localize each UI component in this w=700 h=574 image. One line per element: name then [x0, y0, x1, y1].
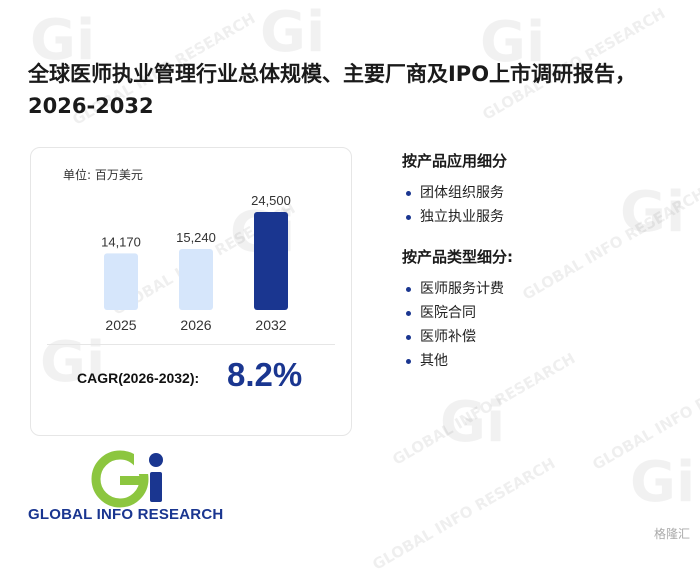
watermark-logo: Gi	[440, 390, 506, 455]
segment-heading: 按产品应用细分	[402, 152, 508, 170]
segment-item-label: 医师补偿	[420, 329, 476, 345]
bullet-icon	[406, 359, 411, 364]
segment-item: 医院合同	[402, 301, 513, 325]
corner-badge: 格隆汇	[653, 527, 690, 541]
page-title: 全球医师执业管理行业总体规模、主要厂商及IPO上市调研报告，2026-2032	[28, 62, 637, 118]
bullet-icon	[406, 215, 411, 220]
segment-item: 医师补偿	[402, 325, 513, 349]
bar-category-label: 2032	[255, 317, 286, 333]
segment-heading: 按产品类型细分:	[402, 248, 513, 266]
segment-item-label: 医师服务计费	[420, 281, 504, 297]
cagr-label: CAGR(2026-2032):	[77, 370, 200, 386]
bullet-icon	[406, 311, 411, 316]
watermark-logo: Gi	[620, 180, 686, 245]
bar-2032	[254, 212, 288, 310]
watermark-text: GLOBAL INFO RESEARCH	[519, 184, 700, 304]
segment-list: 团体组织服务 独立执业服务	[402, 181, 507, 229]
company-logo: GLOBAL INFO RESEARCH	[28, 450, 238, 530]
bar-2026	[179, 249, 213, 310]
segment-item-label: 其他	[420, 353, 448, 369]
segment-item: 医师服务计费	[402, 277, 513, 301]
segment-item: 其他	[402, 349, 513, 373]
bullet-icon	[406, 191, 411, 196]
bullet-icon	[406, 335, 411, 340]
segment-by-type: 按产品类型细分: 医师服务计费 医院合同医师补偿其他	[402, 246, 513, 373]
segment-item-label: 医院合同	[420, 305, 476, 321]
cagr-value: 8.2%	[227, 356, 303, 393]
watermark-logo: Gi	[260, 0, 326, 65]
logo-text: GLOBAL INFO RESEARCH	[28, 506, 224, 523]
segment-item: 团体组织服务	[402, 181, 507, 205]
segment-item-label: 独立执业服务	[420, 209, 504, 225]
divider	[47, 344, 335, 345]
bar-2025	[104, 253, 138, 310]
bar-chart: 14,170 2025 15,240 2026 24,500 2032	[101, 193, 291, 333]
segment-by-application: 按产品应用细分 团体组织服务 独立执业服务	[402, 150, 507, 229]
segment-item-label: 团体组织服务	[420, 185, 504, 201]
segment-list: 医师服务计费 医院合同医师补偿其他	[402, 277, 513, 373]
unit-label: 单位: 百万美元	[63, 168, 143, 182]
watermark-text: GLOBAL INFO RESEARCH	[369, 454, 559, 574]
bar-category-label: 2025	[105, 317, 136, 333]
bar-category-label: 2026	[180, 317, 211, 333]
chart-card: 单位: 百万美元 14,170 2025 15,240 2026 24,500 2032 …	[30, 147, 352, 436]
bar-value-label: 24,500	[251, 193, 291, 208]
bullet-icon	[406, 287, 411, 292]
segment-item: 独立执业服务	[402, 205, 507, 229]
gi-logo-icon	[91, 450, 163, 508]
watermark-logo: Gi	[630, 450, 696, 515]
bar-value-label: 15,240	[176, 230, 216, 245]
bar-value-label: 14,170	[101, 234, 141, 249]
watermark-text: GLOBAL INFO RESEARCH	[589, 354, 700, 474]
